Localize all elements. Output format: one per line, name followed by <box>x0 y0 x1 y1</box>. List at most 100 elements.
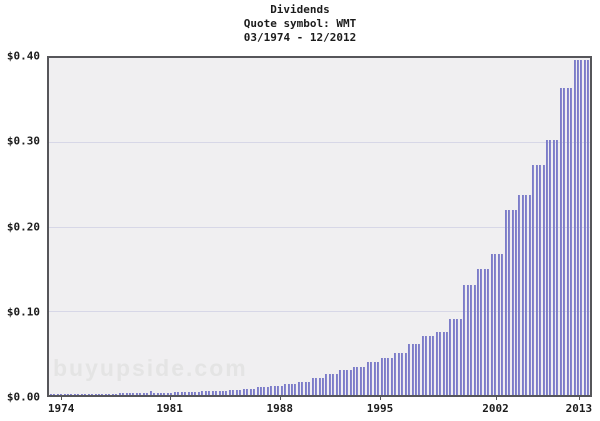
dividend-bar <box>583 60 586 395</box>
dividend-bar <box>521 194 524 395</box>
dividend-bar <box>108 393 111 395</box>
x-tick-label: 1988 <box>266 402 293 415</box>
y-tick-label: $0.30 <box>6 134 40 148</box>
dividend-bar <box>253 388 256 395</box>
y-tick-label: $0.10 <box>6 305 40 319</box>
dividend-bar <box>270 385 273 395</box>
dividend-bar <box>332 374 335 395</box>
dividend-bar <box>232 389 235 395</box>
dividend-bar <box>321 378 324 395</box>
dividend-bar <box>511 209 514 395</box>
dividend-bar <box>311 378 314 395</box>
gridline <box>49 226 590 228</box>
dividend-bar <box>349 370 352 395</box>
dividend-bar <box>132 393 135 395</box>
dividend-bar <box>480 268 483 395</box>
x-axis: 1974 1981 1988 1995 2002 2013 <box>47 397 593 416</box>
dividend-bar <box>394 352 397 395</box>
x-tick-label: 1995 <box>366 402 394 415</box>
chart-title: Dividends <box>270 3 330 16</box>
gridline <box>49 142 590 144</box>
x-tick-mark <box>279 397 281 400</box>
dividend-bar <box>315 378 318 395</box>
dividend-bar <box>156 392 159 395</box>
dividend-bar <box>346 370 349 395</box>
dividend-bar <box>418 344 421 395</box>
dividend-bar <box>366 362 369 395</box>
dividend-bar <box>539 165 542 395</box>
dividend-bar <box>570 87 573 395</box>
dividend-bar <box>80 394 83 395</box>
dividend-bar <box>104 393 107 395</box>
dividend-bar <box>166 392 169 395</box>
dividend-bar <box>446 331 449 395</box>
dividend-bar <box>525 194 528 395</box>
dividend-bar <box>149 391 152 395</box>
dividend-bar <box>377 362 380 395</box>
dividend-bar <box>542 165 545 395</box>
dividend-bar <box>49 394 52 395</box>
dividend-bar <box>497 253 500 395</box>
dividend-bar <box>163 392 166 395</box>
x-tick-label: 2013 <box>565 402 593 415</box>
dividend-bar <box>477 268 480 395</box>
dividend-bar <box>573 60 576 395</box>
x-tick-mark <box>61 397 63 400</box>
dividend-bar <box>552 140 555 395</box>
dividend-bar <box>146 392 149 395</box>
dividend-bar <box>352 366 355 395</box>
x-tick-mark <box>379 397 381 400</box>
dividend-bar <box>442 331 445 395</box>
chart-title-block: Dividends Quote symbol: WMT 03/1974 - 12… <box>0 3 600 45</box>
dividend-bar <box>277 385 280 395</box>
dividend-bar <box>342 370 345 395</box>
dividend-bar <box>259 387 262 395</box>
dividend-bar <box>94 393 97 395</box>
dividend-bar <box>490 253 493 395</box>
dividend-bar <box>501 253 504 395</box>
dividend-bar <box>563 87 566 395</box>
dividend-bar <box>139 393 142 395</box>
dividend-bar <box>435 331 438 395</box>
dividend-bar <box>235 389 238 395</box>
y-axis: $0.40 $0.30 $0.20 $0.10 $0.00 <box>0 50 43 404</box>
dividend-bar <box>308 381 311 395</box>
dividend-bar <box>129 393 131 395</box>
dividend-bar <box>60 394 63 395</box>
dividend-bar <box>304 381 307 395</box>
dividend-bar <box>363 366 366 395</box>
dividend-bar <box>401 352 404 395</box>
dividend-bar <box>576 60 579 395</box>
dividend-bar <box>170 392 173 395</box>
dividend-bar <box>218 390 221 395</box>
dividend-bar <box>380 357 383 395</box>
dividend-bar <box>504 209 507 395</box>
dividend-bar <box>425 336 428 395</box>
x-tick-label: 2002 <box>482 402 509 415</box>
dividend-bar <box>197 391 200 395</box>
dividend-bar <box>387 357 390 395</box>
x-tick-mark <box>169 397 171 400</box>
dividend-bar <box>483 268 486 395</box>
dividend-bar <box>153 392 156 395</box>
dividend-bar <box>487 268 490 395</box>
dividend-bar <box>239 389 242 395</box>
dividend-bar <box>263 387 266 395</box>
dividend-bar <box>56 394 59 395</box>
dividend-bar <box>184 392 187 395</box>
dividend-bar <box>528 194 531 395</box>
dividend-bar <box>373 362 376 395</box>
dividend-bar <box>111 393 114 395</box>
dividend-bar <box>84 394 87 395</box>
x-tick-mark <box>578 397 580 400</box>
dividend-bar <box>66 394 69 395</box>
dividend-bar <box>356 366 359 395</box>
dividend-bar <box>287 384 290 395</box>
dividend-bar <box>370 362 373 395</box>
chart-subtitle-symbol: Quote symbol: WMT <box>243 17 357 30</box>
dividend-bar <box>559 87 562 395</box>
x-tick-label: 1981 <box>156 402 183 415</box>
dividend-bar <box>466 285 469 395</box>
dividend-bar <box>204 391 207 395</box>
dividend-bar <box>456 319 459 395</box>
